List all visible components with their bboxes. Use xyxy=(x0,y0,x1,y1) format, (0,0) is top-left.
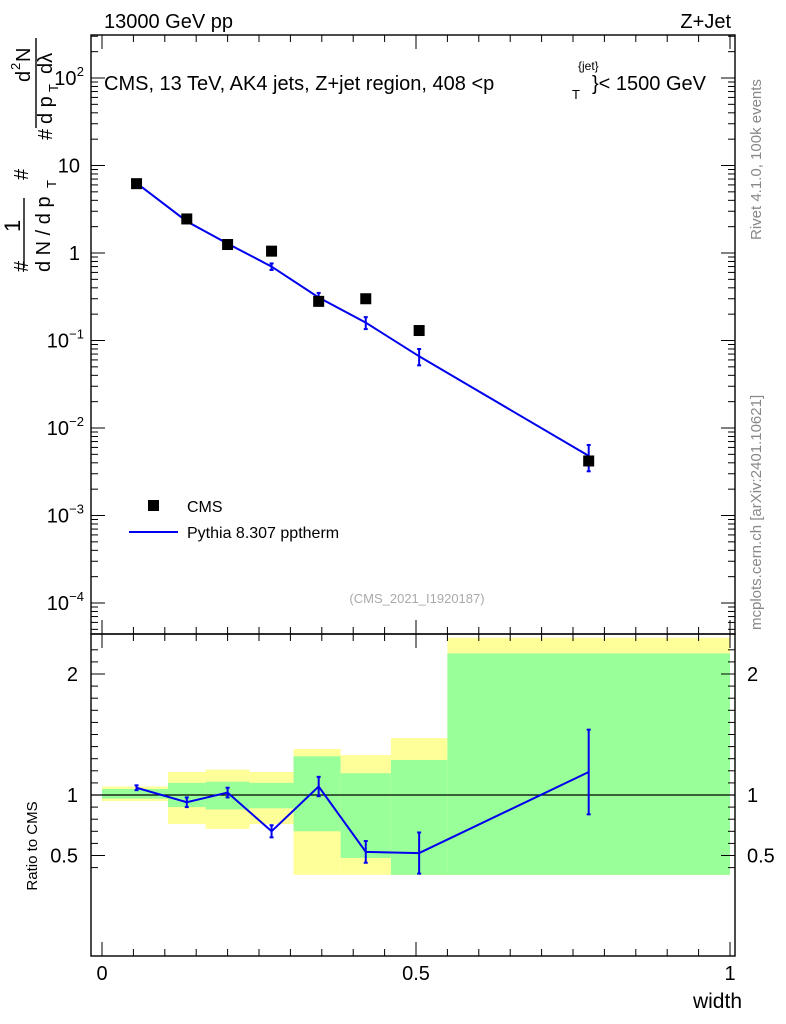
ylabel-den: d p xyxy=(35,96,57,124)
y-main-tick-exp-3: −1 xyxy=(69,327,84,342)
mcplots-label: mcplots.cern.ch [arXiv:2401.10621] xyxy=(748,395,765,630)
x-axis-title: width xyxy=(692,990,742,1013)
x-tick-label-1: 0.5 xyxy=(402,963,430,985)
ylabel-hash-2: # xyxy=(11,168,33,180)
analysis-id: (CMS_2021_I1920187) xyxy=(349,591,484,606)
ylabel-sup2: 2 xyxy=(8,63,23,70)
ratio-line xyxy=(136,771,590,855)
y-ratio-tick-label-left-2: 2 xyxy=(67,664,78,686)
cms-point-5 xyxy=(360,293,372,305)
ylabel-one: 1 xyxy=(0,220,25,232)
y-ratio-tick-label-right-0: 0.5 xyxy=(747,846,775,868)
y-ratio-tick-label-right-2: 2 xyxy=(747,664,758,686)
main-title: CMS, 13 TeV, AK4 jets, Z+jet region, 408… xyxy=(104,59,707,102)
x-tick-label-0: 0 xyxy=(96,963,107,985)
cms-point-3 xyxy=(266,245,278,257)
y-ratio-tick-label-right-1: 1 xyxy=(747,785,758,807)
cms-point-2 xyxy=(222,239,234,251)
y-main-tick-label-3: 10 xyxy=(47,331,69,353)
process-label: Z+Jet xyxy=(680,11,731,33)
cms-point-1 xyxy=(181,213,193,225)
ylabel-den-sub-t: T xyxy=(46,84,61,92)
ratio-band-inner-3 xyxy=(249,782,294,809)
y-main-tick-label-2: 10 xyxy=(47,418,69,440)
y-main-tick-label-6: 10 xyxy=(54,68,76,90)
rivet-label: Rivet 4.1.0, 100k events xyxy=(748,79,765,240)
ylabel-dn-dpt: d N / d p xyxy=(33,196,55,272)
main-y-axis-title: # 1 d N / d p T # d 2 N # d p T dλ xyxy=(0,38,61,272)
ratio-y-axis-title: Ratio to CMS xyxy=(24,801,41,890)
pythia-line xyxy=(135,182,590,457)
ylabel-num-n: N xyxy=(13,48,35,62)
y-main-tick-label-1: 10 xyxy=(47,506,69,528)
y-ratio-tick-label-left-0: 0.5 xyxy=(50,846,78,868)
ratio-band-inner-0 xyxy=(102,788,168,799)
ratio-bands xyxy=(102,637,730,875)
cms-point-7 xyxy=(583,455,595,467)
main-title-sub: T xyxy=(572,87,580,102)
cms-point-0 xyxy=(131,178,143,190)
main-title-sup: {jet} xyxy=(578,59,599,73)
y-main-tick-exp-0: −4 xyxy=(69,589,84,604)
main-title-text: CMS, 13 TeV, AK4 jets, Z+jet region, 408… xyxy=(104,73,494,95)
y-main-tick-label-4: 1 xyxy=(69,243,80,265)
ylabel-num-d: d xyxy=(13,71,35,82)
ylabel-dlambda: dλ xyxy=(35,53,57,74)
axis-ticks xyxy=(91,35,735,956)
legend-cms-label: CMS xyxy=(187,499,223,516)
y-main-tick-exp-6: 2 xyxy=(77,64,84,79)
ylabel-sub-t: T xyxy=(44,180,59,188)
ylabel-hash-3: # xyxy=(35,128,57,140)
ylabel-hash: # xyxy=(11,260,33,272)
y-ratio-tick-label-left-1: 1 xyxy=(67,785,78,807)
legend: CMS Pythia 8.307 pptherm xyxy=(129,499,339,542)
legend-cms-marker xyxy=(148,500,159,511)
y-main-tick-exp-1: −3 xyxy=(69,502,84,517)
y-main-tick-label-0: 10 xyxy=(47,593,69,615)
energy-label: 13000 GeV pp xyxy=(104,11,233,33)
ratio-band-inner-4 xyxy=(293,756,341,832)
cms-point-6 xyxy=(413,325,425,337)
y-main-tick-label-5: 10 xyxy=(58,156,80,178)
legend-pythia-label: Pythia 8.307 pptherm xyxy=(187,525,339,542)
y-main-tick-exp-2: −2 xyxy=(69,414,84,429)
cms-point-4 xyxy=(313,295,325,307)
main-plot-frame xyxy=(90,34,736,635)
ratio-series xyxy=(134,728,591,875)
x-tick-label-2: 1 xyxy=(724,963,735,985)
main-title-tail: }< 1500 GeV xyxy=(592,73,707,95)
main-series xyxy=(131,178,595,473)
